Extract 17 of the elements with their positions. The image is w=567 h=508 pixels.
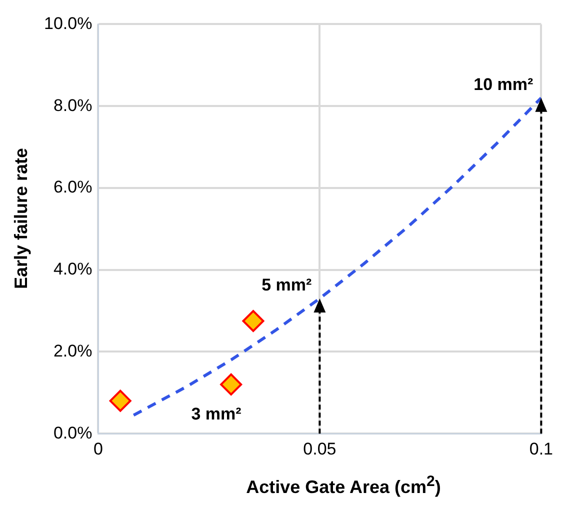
point bbox=[109, 390, 132, 412]
y-tick-label: 0.0% bbox=[53, 423, 92, 442]
y-tick-label: 10.0% bbox=[44, 14, 92, 33]
y-axis-title: Early failure rate bbox=[12, 147, 32, 289]
y-tick-label: 4.0% bbox=[53, 260, 92, 279]
y-tick-label: 8.0% bbox=[53, 96, 92, 115]
y-tick-label: 2.0% bbox=[53, 341, 92, 360]
x-tick-label: 0 bbox=[93, 439, 103, 458]
annotation: 10 mm² bbox=[474, 75, 534, 94]
point bbox=[242, 310, 264, 332]
x-tick-label: 0.05 bbox=[303, 439, 336, 458]
x-tick-label: 0.1 bbox=[529, 439, 554, 458]
x-axis-title: Active Gate Area (cm$^{2}$) bbox=[245, 473, 442, 498]
y-tick-label: 6.0% bbox=[53, 178, 92, 197]
annotation: 5 mm² bbox=[262, 276, 312, 295]
annotation: 3 mm² bbox=[191, 404, 242, 424]
point bbox=[220, 373, 242, 396]
